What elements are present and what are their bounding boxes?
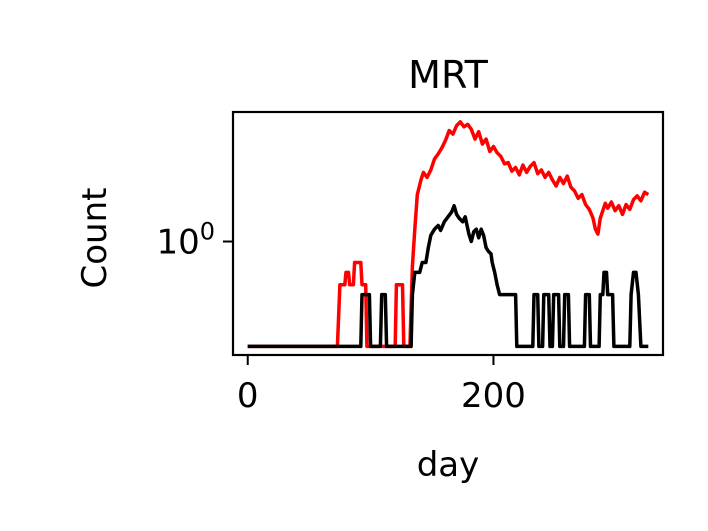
series-line-2 [247, 203, 649, 349]
series-line-1 [247, 120, 650, 349]
y-tick-label: 100 [156, 218, 215, 263]
chart-title: MRT [408, 53, 488, 97]
x-axis-label: day [417, 445, 480, 485]
x-axis-ticks: 0 200 [237, 355, 526, 416]
y-tick-label-exponent: 0 [200, 218, 215, 246]
x-tick-label: 0 [237, 376, 259, 416]
plot-area-frame [231, 110, 665, 357]
y-axis-ticks: 100 [156, 218, 233, 263]
y-tick-label-base: 10 [156, 223, 199, 263]
y-axis-label: Count [75, 188, 115, 289]
series-layer [247, 120, 650, 349]
x-tick-label: 200 [461, 376, 526, 416]
